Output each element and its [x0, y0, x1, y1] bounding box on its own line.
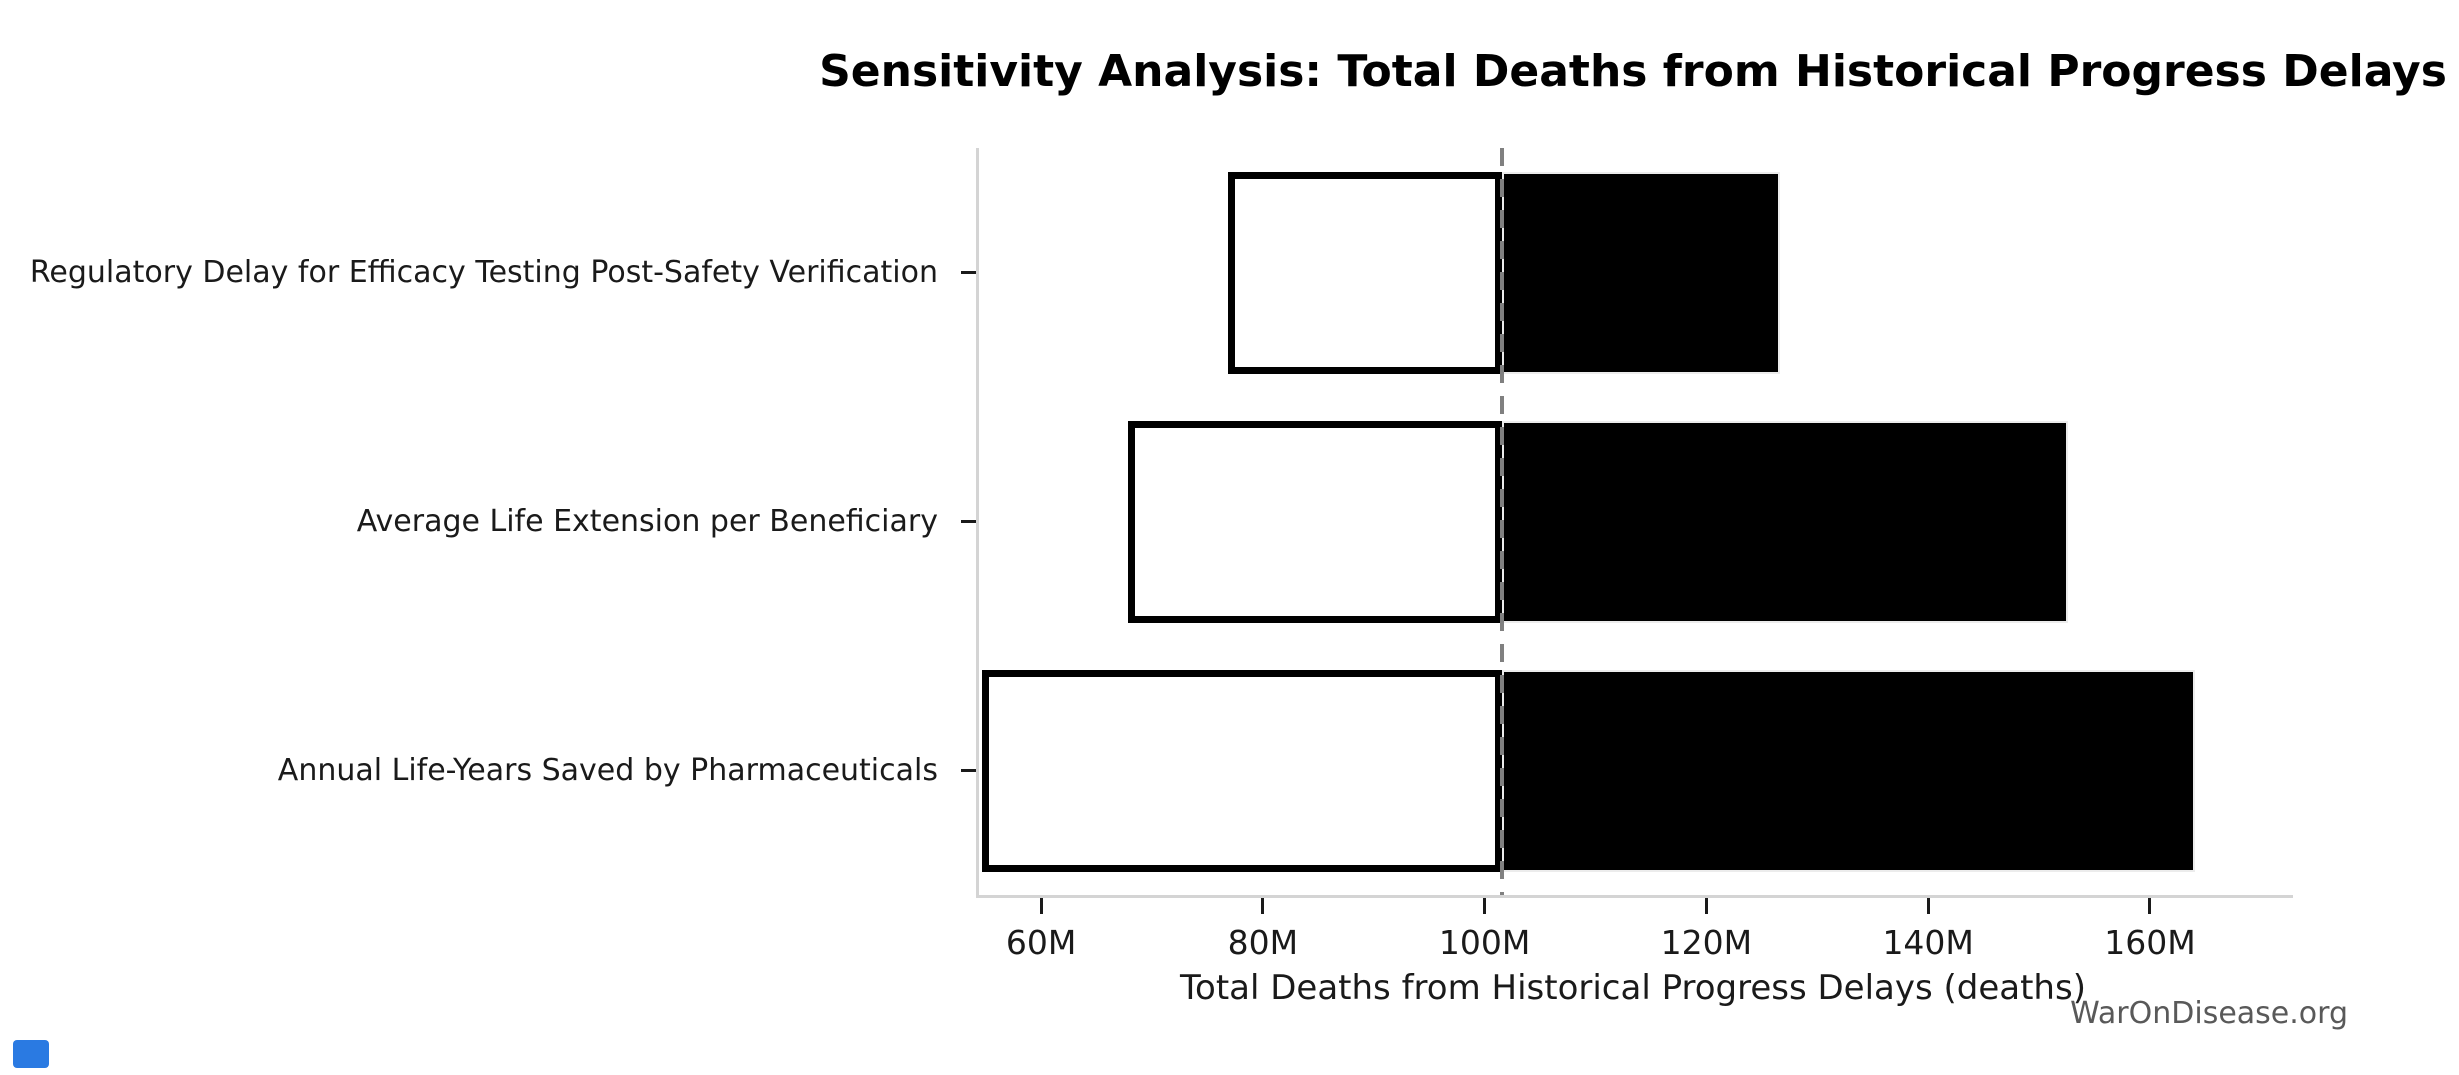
y-axis-labels: Regulatory Delay for Efficacy Testing Po…	[0, 148, 938, 895]
x-axis-label: Total Deaths from Historical Progress De…	[1180, 968, 2086, 1008]
baseline-line	[1500, 148, 1505, 895]
x-tick-label: 80M	[1227, 923, 1299, 962]
y-tick	[961, 271, 976, 274]
x-tick-label: 60M	[1005, 923, 1077, 962]
bar-high-segment	[1502, 669, 2196, 872]
x-tick	[2148, 898, 2152, 914]
category-label: Regulatory Delay for Efficacy Testing Po…	[29, 254, 938, 290]
category-label: Average Life Extension per Beneficiary	[356, 503, 938, 539]
bar-low-segment	[1127, 420, 1503, 623]
x-tick-label: 140M	[1882, 923, 1974, 962]
x-tick	[1483, 898, 1487, 914]
bar-low-segment	[1228, 171, 1503, 374]
chart-title: Sensitivity Analysis: Total Deaths from …	[819, 46, 2447, 97]
bar-high-segment	[1502, 171, 1780, 374]
x-tick-label: 120M	[1660, 923, 1753, 962]
blue-corner-artifact	[13, 1040, 49, 1068]
x-tick	[1261, 898, 1265, 914]
x-tick-label: 160M	[2104, 923, 2196, 962]
x-tick	[1704, 898, 1708, 914]
y-tick	[961, 769, 976, 772]
x-tick	[1926, 898, 1930, 914]
x-tick	[1039, 898, 1043, 914]
x-tick-label: 100M	[1438, 923, 1531, 962]
bar-low-segment	[982, 669, 1503, 872]
y-tick	[961, 520, 976, 523]
plot-area: 60M 80M 100M 120M 140M 160M	[961, 148, 2293, 962]
category-label: Annual Life-Years Saved by Pharmaceutica…	[277, 752, 938, 788]
watermark-text: WarOnDisease.org	[2070, 996, 2348, 1031]
bar-high-segment	[1502, 420, 2068, 623]
